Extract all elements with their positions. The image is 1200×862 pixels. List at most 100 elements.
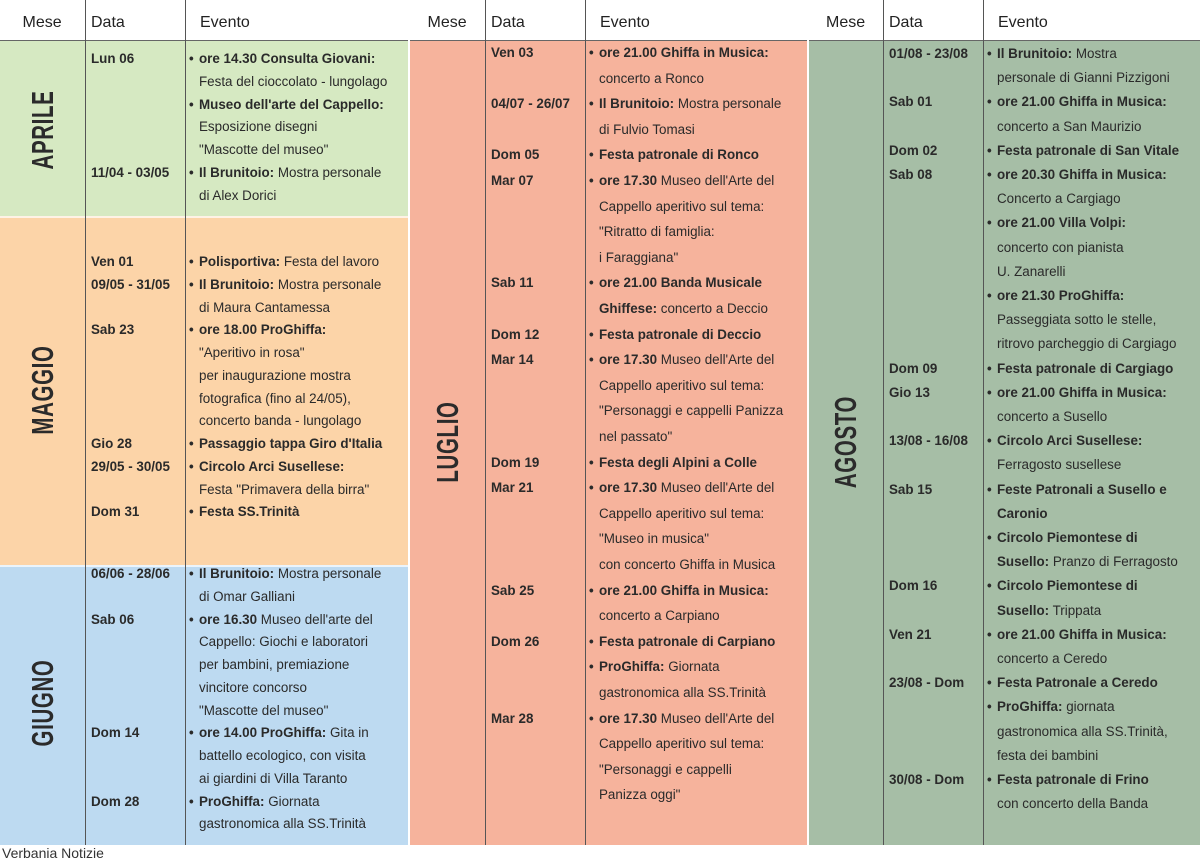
event-text: i Faraggiana" <box>599 250 678 265</box>
event-title: ore 21.00 Villa Volpi: <box>997 215 1127 231</box>
event-text: gastronomica alla SS.Trinità, <box>997 724 1168 739</box>
event-text: Circolo Piemontese di <box>997 578 1138 593</box>
event-text: ore 14.30 Consulta Giovani: <box>199 51 375 66</box>
event-detail: concerto a Susello <box>997 409 1108 424</box>
event-detail: Festa del cioccolato - lungolago <box>199 73 388 89</box>
column-divider <box>85 0 87 845</box>
event-text: Polisportiva: Festa del lavoro <box>199 254 379 269</box>
header-date: Data <box>889 14 923 31</box>
month-label: LUGLIO <box>429 401 465 483</box>
bullet-icon: • <box>189 51 194 66</box>
month-section-luglio: LUGLIO Ven 03 • ore 21.00 Ghiffa in Musica:… <box>410 40 807 845</box>
event-text: con concerto della Banda <box>997 796 1148 811</box>
event-date: Dom 26 <box>491 633 540 649</box>
event-text: concerto a Susello <box>997 409 1107 424</box>
event-text: Festa degli Alpini a Colle <box>599 455 757 470</box>
event-detail: Museo dell'Arte del <box>657 710 775 726</box>
event-detail: Cappello aperitivo sul tema: <box>599 377 765 393</box>
event-text: Festa Patronale a Ceredo <box>997 675 1158 690</box>
bullet-icon: • <box>189 322 194 338</box>
event-date: Mar 07 <box>491 173 534 188</box>
event-detail: Concerto a Cargiago <box>997 191 1121 207</box>
bullet-icon: • <box>987 675 992 691</box>
event-title: ore 21.30 ProGhiffa: <box>997 288 1125 303</box>
event-title: ore 21.00 Ghiffa in Musica: <box>997 626 1167 642</box>
event-text: ore 17.30 Museo dell'Arte del <box>599 480 774 495</box>
event-text: Cappello aperitivo sul tema: <box>599 736 764 751</box>
event-text: Passaggio tappa Giro d'Italia <box>199 436 382 451</box>
bullet-icon: • <box>987 142 992 158</box>
section-divider <box>0 565 408 567</box>
event-text: per bambini, premiazione <box>199 657 349 672</box>
event-detail: Mostra personale <box>274 164 382 180</box>
event-detail: "Mascotte del museo" <box>199 702 329 718</box>
event-detail: "Mascotte del museo" <box>199 142 329 157</box>
event-date: Dom 09 <box>889 360 938 376</box>
event-date: Lun 06 <box>91 51 135 66</box>
event-detail: per inaugurazione mostra <box>199 367 351 383</box>
event-text: gastronomica alla SS.Trinità <box>199 816 366 831</box>
event-title: ProGhiffa: <box>997 699 1063 715</box>
event-title: Circolo Arci Susellese: <box>199 458 345 474</box>
event-text: Cappello: Giochi e laboratori <box>199 634 368 649</box>
header-event: Evento <box>998 14 1048 31</box>
bullet-icon: • <box>987 94 992 110</box>
event-date: 11/04 - 03/05 <box>91 164 170 180</box>
event-title: ore 21.00 Ghiffa in Musica: <box>997 94 1167 110</box>
event-text: "Personaggi e cappelli Panizza <box>599 403 783 418</box>
event-title: Festa patronale di Deccio <box>599 326 762 342</box>
calendar-column: APRILE Lun 06 • ore 14.30 Consulta Giovani:… <box>0 0 408 845</box>
event-title: Polisportiva: <box>199 254 281 269</box>
event-text: "Mascotte del museo" <box>199 703 328 718</box>
month-label: AGOSTO <box>828 395 863 489</box>
event-title: ore 14.30 Consulta Giovani: <box>199 51 376 66</box>
column-divider <box>185 0 187 845</box>
bullet-icon: • <box>189 276 194 292</box>
event-detail: battello ecologico, con visita <box>199 748 366 763</box>
bullet-icon: • <box>987 481 992 497</box>
event-text: concerto a Carpiano <box>599 608 720 623</box>
event-detail: "Aperitivo in rosa" <box>199 345 305 360</box>
column-header: Mese Data Evento <box>809 0 1200 41</box>
event-text: di Fulvio Tomasi <box>599 122 695 137</box>
event-date: Dom 02 <box>889 142 938 158</box>
event-title: Museo dell'arte del Cappello: <box>199 96 384 112</box>
event-detail: "Personaggi e cappelli Panizza <box>599 403 784 419</box>
event-title: Festa Patronale a Ceredo <box>997 675 1158 691</box>
event-text: concerto con pianista <box>997 240 1124 255</box>
event-date: 29/05 - 30/05 <box>91 458 170 474</box>
event-text: Esposizione disegni <box>199 119 317 134</box>
bullet-icon: • <box>589 454 594 470</box>
bullet-icon: • <box>189 504 194 520</box>
event-text: U. Zanarelli <box>997 264 1065 279</box>
bullet-icon: • <box>189 458 194 474</box>
event-text: Festa patronale di Frino <box>997 772 1149 787</box>
event-text: ore 21.00 Ghiffa in Musica: <box>997 627 1167 642</box>
event-text: ore 14.00 ProGhiffa: Gita in <box>199 725 369 740</box>
bullet-icon: • <box>987 772 992 787</box>
event-text: Il Brunitoio: Mostra personale <box>599 96 781 111</box>
event-detail: concerto con pianista <box>997 239 1124 255</box>
event-date: Sab 06 <box>91 611 135 627</box>
event-title: ore 21.00 Ghiffa in Musica: <box>997 384 1167 400</box>
bullet-icon: • <box>589 147 594 163</box>
event-title: Circolo Arci Susellese: <box>997 433 1143 449</box>
event-title: ore 17.30 <box>599 173 658 188</box>
event-text: di Maura Cantamessa <box>199 300 330 315</box>
event-detail: Pranzo di Ferragosto <box>1049 554 1178 570</box>
event-text: ritrovo parcheggio di Cargiago <box>997 336 1176 351</box>
event-date: 01/08 - 23/08 <box>889 46 968 61</box>
bullet-icon: • <box>987 360 992 376</box>
event-text: "Personaggi e cappelli <box>599 762 732 777</box>
column-divider <box>485 0 487 845</box>
bullet-icon: • <box>589 173 594 188</box>
bullet-icon: • <box>987 699 992 715</box>
event-detail: concerto a Deccio <box>657 301 768 316</box>
calendar-column: LUGLIO Ven 03 • ore 21.00 Ghiffa in Musica:… <box>410 0 807 845</box>
bullet-icon: • <box>589 480 594 496</box>
event-detail: concerto a Ronco <box>599 70 704 86</box>
event-title: ore 21.00 Ghiffa in Musica: <box>599 582 769 598</box>
event-text: Festa patronale di Ronco <box>599 147 759 162</box>
event-title: Susello: <box>997 554 1050 570</box>
event-text: Festa SS.Trinità <box>199 504 299 519</box>
